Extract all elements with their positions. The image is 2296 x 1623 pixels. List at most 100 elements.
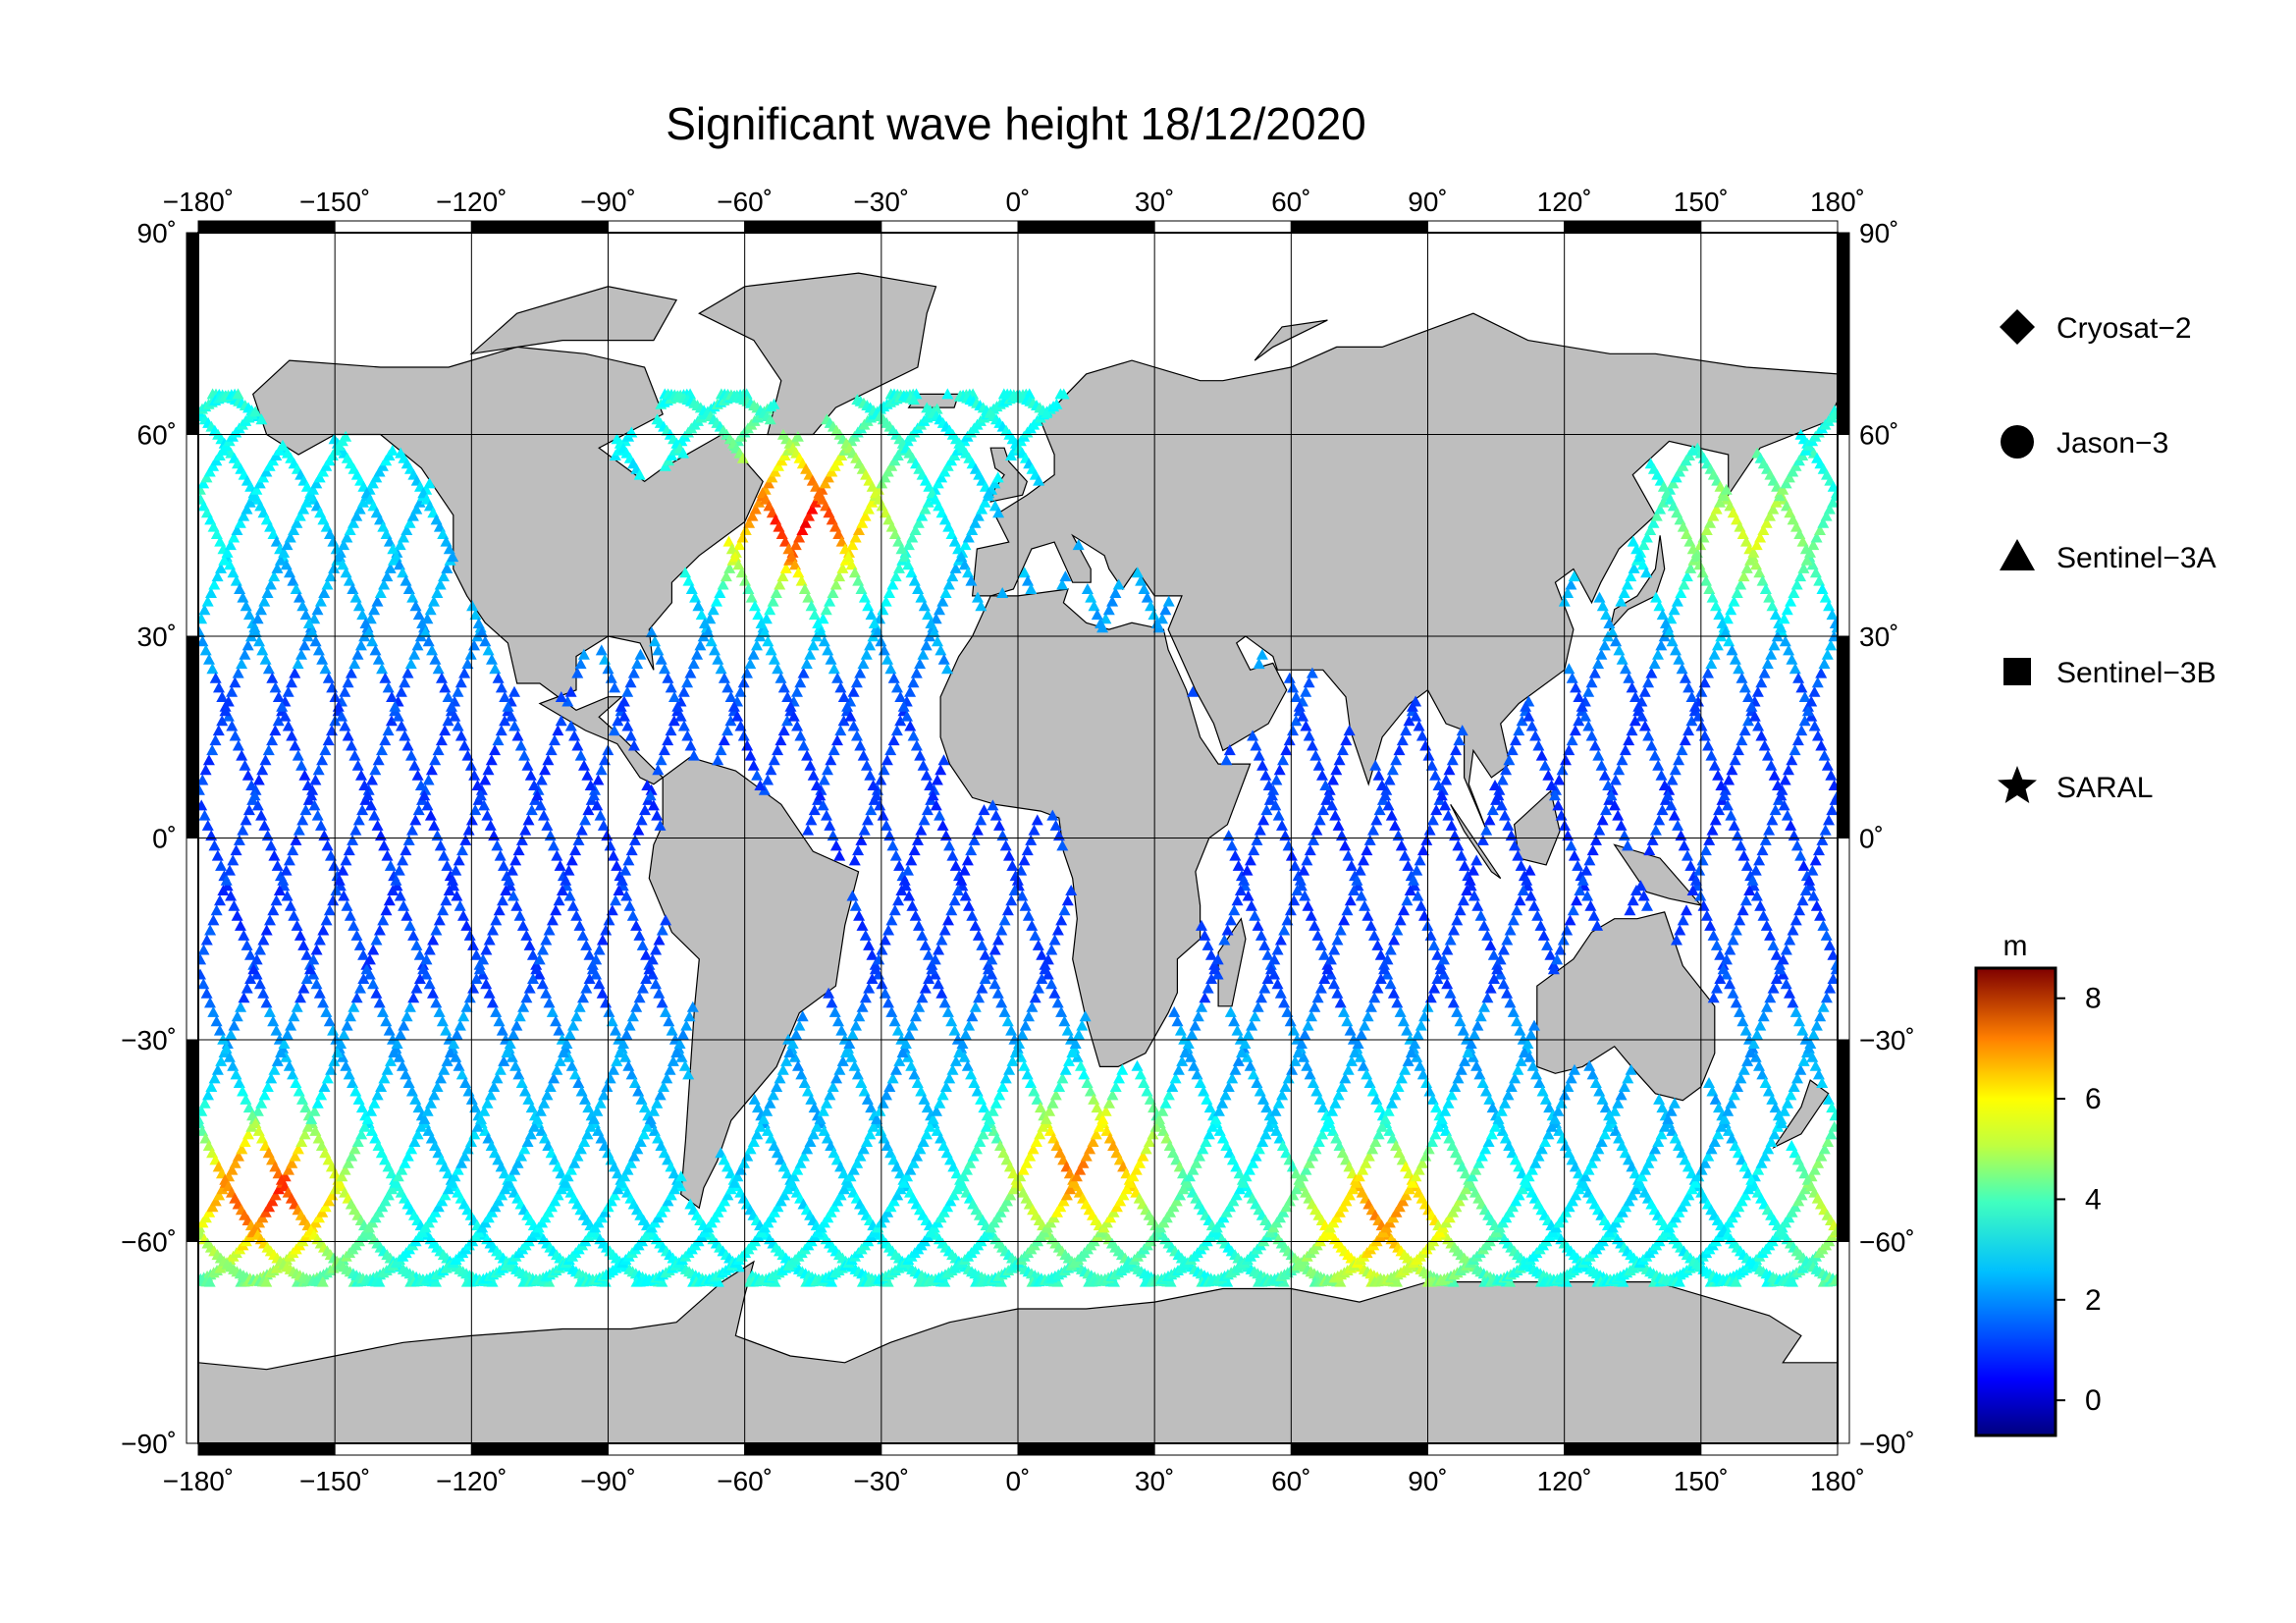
track-point [576,929,589,941]
track-point [902,539,915,551]
track-point [1307,1150,1319,1162]
track-point [1778,1105,1790,1116]
track-point [1112,578,1125,590]
track-point [1254,824,1266,836]
track-point [1291,885,1304,895]
track-point [593,944,606,955]
track-point [283,1163,294,1175]
track-point [214,535,227,547]
track-point [774,578,786,590]
track-point [1406,700,1418,712]
track-point [502,1176,514,1188]
track-point [961,1059,974,1071]
track-point [1628,562,1640,573]
track-point [1141,591,1153,603]
track-point [925,618,937,628]
track-point [371,819,384,831]
track-point [932,635,943,647]
track-point [394,539,406,551]
track-point [482,644,495,656]
track-point [1300,1163,1312,1175]
track-point [317,924,330,936]
track-point [267,904,280,916]
track-point [856,1001,869,1012]
track-point [1446,754,1459,766]
track-point [934,604,945,616]
track-point [578,759,590,771]
track-point [649,635,662,647]
track-point [1099,613,1112,624]
track-point [1188,1059,1201,1071]
track-point [884,744,897,756]
track-point [1359,899,1371,911]
track-point [362,626,375,637]
track-point [377,1005,389,1017]
track-point [941,663,953,675]
track-point [555,715,567,727]
track-point [833,570,846,582]
track-point [1483,1093,1496,1105]
track-point [680,1019,693,1031]
track-point [1239,1038,1252,1049]
track-point [1172,1063,1185,1075]
track-point [410,503,423,514]
track-point [1057,388,1070,400]
track-point [1005,1024,1018,1036]
track-point [265,1072,278,1084]
track-point [1529,730,1542,741]
track-point [858,1085,871,1097]
track-point [584,780,597,790]
track-point [1058,1015,1071,1027]
track-point [782,543,795,555]
track-point [914,1143,927,1155]
track-point [885,1005,898,1017]
track-point [298,769,311,781]
track-point [463,992,476,1003]
track-point [1423,824,1436,836]
track-point [715,663,727,675]
track-point [1190,1157,1202,1168]
track-point [309,635,322,647]
track-point [1349,1047,1362,1057]
track-point [317,997,330,1008]
track-point [1117,1189,1130,1201]
track-point [1447,997,1460,1008]
track-point [877,1097,889,1109]
track-point [930,799,942,811]
track-point [1402,1055,1415,1066]
track-point [1492,1112,1505,1124]
track-point [1731,587,1743,598]
track-point [449,710,461,722]
track-point [1325,799,1338,811]
track-point [1649,824,1662,836]
track-point [942,914,954,926]
track-point [1028,824,1041,836]
track-point [1279,1081,1292,1092]
track-point [355,1128,368,1140]
track-point [454,676,467,688]
track-point [559,1176,571,1188]
track-point [1684,562,1697,573]
track-point [749,600,761,612]
track-point [1387,987,1400,999]
track-point [1480,1085,1492,1097]
track-point [382,725,395,736]
track-point [310,944,323,955]
track-point [438,1063,451,1075]
track-point [1613,644,1626,656]
track-point [818,635,830,647]
track-point [455,1157,468,1168]
track-point [1049,819,1062,831]
track-point [1257,1093,1269,1105]
track-point [1373,1102,1386,1113]
track-point [1473,1068,1486,1080]
track-point [777,681,790,693]
track-point [1109,587,1122,598]
track-point [1297,710,1309,722]
track-point [1290,715,1303,727]
track-point [679,567,692,578]
track-point [1019,899,1032,911]
track-point [237,824,249,836]
track-point [652,764,665,776]
track-point [407,929,420,941]
